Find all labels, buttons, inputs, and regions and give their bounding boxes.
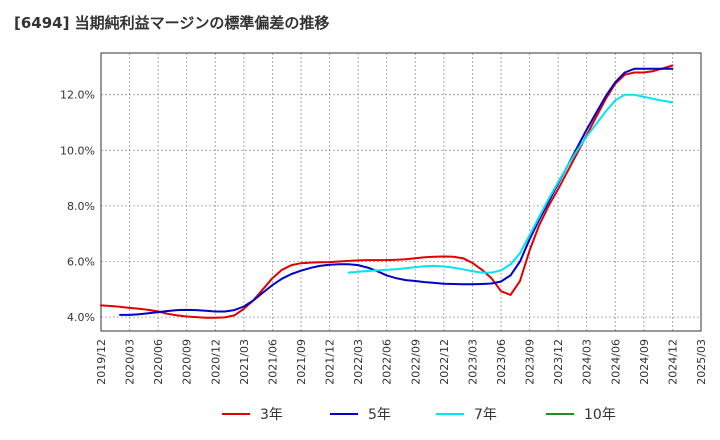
legend-label-7年: 7年 <box>474 407 497 423</box>
x-tick-label: 2021/12 <box>324 339 337 385</box>
x-tick-label: 2020/12 <box>209 339 222 385</box>
y-tick-label: 12.0% <box>60 89 95 102</box>
x-tick-label: 2024/06 <box>609 339 622 385</box>
x-tick-label: 2024/12 <box>666 339 679 385</box>
legend-label-5年: 5年 <box>368 407 391 423</box>
legend: 3年 5年 7年 10年 <box>222 407 616 423</box>
series-line-3年 <box>100 64 674 319</box>
x-tick-label: 2021/03 <box>238 339 251 385</box>
x-tick-label: 2019/12 <box>95 339 108 385</box>
x-tick-label: 2021/09 <box>295 339 308 385</box>
x-tick-label: 2025/03 <box>695 339 708 385</box>
x-tick-label: 2020/06 <box>152 339 165 385</box>
x-tick-label: 2022/06 <box>381 339 394 385</box>
x-tick-label: 2022/09 <box>409 339 422 385</box>
legend-label-10年: 10年 <box>584 407 616 423</box>
grid-layer <box>100 53 702 331</box>
y-tick-label: 6.0% <box>67 256 95 269</box>
series-line-5年 <box>119 67 674 316</box>
x-tick-label: 2023/06 <box>495 339 508 385</box>
series-layer <box>100 64 674 319</box>
y-tick-label: 10.0% <box>60 144 95 157</box>
plot-background <box>101 53 701 331</box>
series-line-7年 <box>347 93 674 274</box>
x-tick-label: 2020/03 <box>124 339 137 385</box>
x-tick-label: 2021/06 <box>266 339 279 385</box>
chart-title: [6494] 当期純利益マージンの標準偏差の推移 <box>14 14 330 32</box>
x-tick-label: 2023/09 <box>524 339 537 385</box>
x-tick-label: 2024/03 <box>581 339 594 385</box>
plot-frame <box>100 52 702 332</box>
x-tick-label: 2022/03 <box>352 339 365 385</box>
axis-layer: 2019/12 2020/03 2020/06 2020/09 2020/12 2021/… <box>60 89 708 385</box>
x-tick-label: 2024/09 <box>638 339 651 385</box>
x-tick-label: 2023/03 <box>466 339 479 385</box>
y-tick-label: 8.0% <box>67 200 95 213</box>
x-tick-label: 2020/09 <box>181 339 194 385</box>
x-tick-label: 2022/12 <box>438 339 451 385</box>
x-tick-label: 2023/12 <box>552 339 565 385</box>
y-tick-label: 4.0% <box>67 311 95 324</box>
legend-label-3年: 3年 <box>260 407 283 423</box>
